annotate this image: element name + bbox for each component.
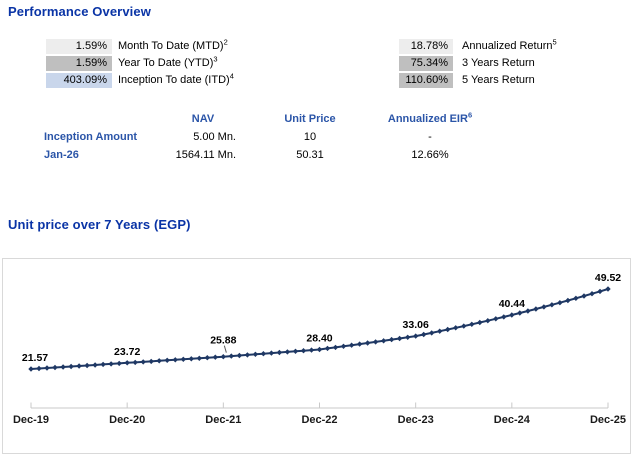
three-year-return-value-box: 75.34% (399, 56, 453, 71)
page-title: Performance Overview (8, 4, 151, 19)
x-axis-tick-label: Dec-23 (398, 414, 434, 426)
data-point-label: 23.72 (114, 346, 140, 358)
five-year-return-value-box: 110.60% (399, 73, 453, 88)
five-year-return-label: 5 Years Return (462, 74, 535, 86)
table-cell-unit-price: 10 (303, 131, 317, 143)
data-point-label: 28.40 (306, 332, 332, 344)
table-row-label: Jan-26 (44, 149, 79, 161)
itd-value-box: 403.09% (46, 73, 112, 88)
table-cell-eir: - (428, 131, 432, 143)
data-point-label: 49.52 (595, 272, 621, 284)
nav-column-header: NAV (191, 113, 215, 125)
x-axis-tick-label: Dec-24 (494, 414, 531, 426)
unit-price-column-header: Unit Price (284, 113, 336, 125)
table-row-label: Inception Amount (44, 131, 138, 143)
ytd-value-box: 1.59% (46, 56, 112, 71)
data-point-label: 21.57 (22, 352, 48, 364)
x-axis-tick-label: Dec-25 (590, 414, 626, 426)
unit-price-chart-frame: Dec-19 Dec-20 Dec-21 Dec-22 Dec-23 Dec-24 Dec-… (2, 258, 631, 454)
table-cell-nav: 5.00 Mn. (193, 131, 236, 143)
itd-label: Inception To date (ITD)4 (118, 71, 234, 86)
x-axis-tick-label: Dec-21 (205, 414, 241, 426)
mtd-value-box: 1.59% (46, 39, 112, 54)
three-year-return-label: 3 Years Return (462, 57, 535, 69)
mtd-label: Month To Date (MTD)2 (118, 37, 228, 52)
eir-column-header: Annualized EIR6 (387, 110, 473, 125)
data-point-label: 25.88 (210, 335, 236, 347)
annualized-return-label: Annualized Return5 (462, 37, 557, 52)
x-axis-tick-label: Dec-20 (109, 414, 145, 426)
annualized-return-value-box: 18.78% (399, 39, 453, 54)
unit-price-chart: Dec-19 Dec-20 Dec-21 Dec-22 Dec-23 Dec-24 Dec-… (13, 272, 626, 426)
ytd-label: Year To Date (YTD)3 (118, 54, 218, 69)
table-cell-eir: 12.66% (411, 149, 449, 161)
data-point-label: 40.44 (499, 298, 525, 310)
table-cell-unit-price: 50.31 (296, 149, 324, 161)
data-point-label: 33.06 (403, 319, 429, 331)
table-cell-nav: 1564.11 Mn. (175, 149, 236, 161)
chart-section-title: Unit price over 7 Years (EGP) (8, 217, 191, 232)
x-axis-tick-label: Dec-22 (301, 414, 337, 426)
x-axis-tick-label: Dec-19 (13, 414, 49, 426)
